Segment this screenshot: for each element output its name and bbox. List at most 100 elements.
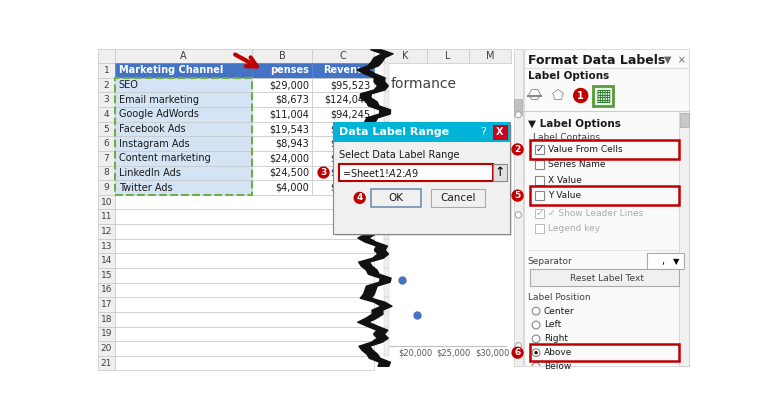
Bar [333,122,510,234]
Text: A: A [180,51,187,61]
Bar [115,356,373,370]
Text: Twitter Ads: Twitter Ads [119,182,172,192]
Bar [384,195,389,210]
Circle shape [532,335,540,343]
Text: Reset Label Text: Reset Label Text [570,273,644,282]
Text: =Sheet1!$A$2:$A$9: =Sheet1!$A$2:$A$9 [342,166,419,178]
Bar [384,49,427,63]
Bar [98,49,115,63]
Bar [530,269,678,286]
Bar [98,195,115,210]
Text: OK: OK [389,193,403,203]
Bar [384,312,389,326]
Text: ?: ? [480,127,486,138]
Text: Email marketing: Email marketing [119,95,199,105]
Text: $29,000: $29,000 [269,80,309,90]
Circle shape [317,166,329,179]
Bar [252,63,312,78]
Text: C: C [339,51,346,61]
Bar [252,180,312,195]
Text: $11,004: $11,004 [269,109,309,119]
Text: Facebook Ads: Facebook Ads [119,124,185,134]
Bar [384,297,389,312]
Bar [115,151,252,166]
Bar [252,49,312,63]
Text: 5: 5 [104,125,109,134]
Bar [312,166,373,180]
Bar [469,49,511,63]
Text: ✓: ✓ [535,208,543,218]
Bar [312,92,373,107]
Text: 1: 1 [104,66,109,75]
Bar [252,136,312,151]
Text: $8,943: $8,943 [275,139,309,149]
Text: 10: 10 [101,198,112,207]
Text: LinkedIn Ads: LinkedIn Ads [119,168,180,178]
Text: $124,045: $124,045 [324,95,370,105]
Bar [427,49,469,63]
Bar [98,78,115,92]
Bar [384,63,389,78]
Bar [98,268,115,283]
Circle shape [573,88,588,103]
Bar [98,253,115,268]
Text: 16: 16 [101,286,112,294]
Bar [312,180,373,195]
Text: 14: 14 [101,256,112,265]
Bar [384,49,521,366]
Bar [493,164,507,181]
Text: M: M [485,51,494,61]
Bar [371,189,422,207]
Text: ⎔: ⎔ [528,88,541,103]
Bar [312,136,373,151]
Text: $18,543: $18,543 [330,124,370,134]
Text: Content marketing: Content marketing [119,153,210,163]
Bar [98,122,115,136]
Text: $85,434: $85,434 [330,153,370,163]
Bar [115,78,252,195]
Bar [115,195,373,210]
Bar [115,283,373,297]
Circle shape [511,346,524,359]
Bar [335,125,512,236]
Text: Right: Right [544,334,568,343]
Bar [115,297,373,312]
Text: ✓ Show Leader Lines: ✓ Show Leader Lines [548,209,643,218]
Bar [384,107,389,122]
Bar [115,49,252,63]
Bar [115,268,373,283]
Text: Value From Cells: Value From Cells [548,145,622,154]
Bar [530,186,678,205]
Bar [312,78,373,92]
Text: Google AdWords: Google AdWords [119,109,199,119]
Text: X Value: X Value [548,176,581,185]
Bar [432,189,485,207]
Text: ▼ Label Options: ▼ Label Options [528,119,621,129]
Text: 7: 7 [104,154,109,163]
Text: Series Name: Series Name [548,160,605,169]
Text: 3: 3 [320,168,326,177]
Bar [115,326,373,341]
Text: $94,245: $94,245 [330,109,370,119]
Text: 5: 5 [515,191,521,200]
Text: $24,500: $24,500 [269,168,309,178]
Bar [98,239,115,253]
Text: 11: 11 [101,212,112,221]
Bar [384,268,389,283]
Bar [98,312,115,326]
Bar [252,78,312,92]
Bar [115,180,252,195]
Bar [115,210,373,224]
Text: 2: 2 [515,145,521,154]
Bar [680,113,688,127]
Text: Y Value: Y Value [548,191,581,200]
Bar [98,341,115,356]
Text: 13: 13 [101,242,112,251]
Text: $25,000: $25,000 [436,349,471,358]
Text: Below: Below [544,362,571,371]
Bar [115,166,252,180]
Bar [530,140,678,159]
Bar [98,49,375,366]
Text: $19,543: $19,543 [269,124,309,134]
Text: Label Position: Label Position [528,293,590,302]
